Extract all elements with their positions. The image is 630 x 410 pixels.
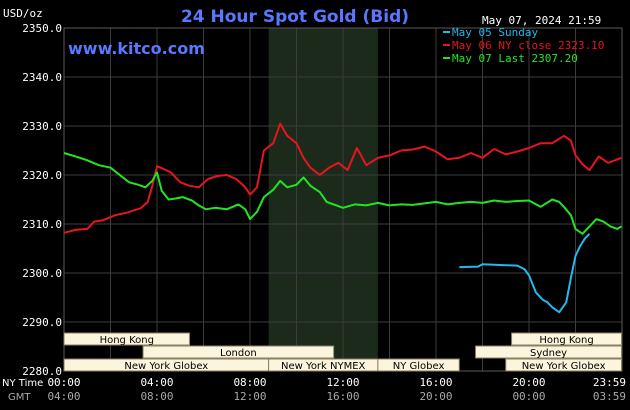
market-label: New York Globex (124, 361, 208, 372)
x-tick-ny: 12:00 (326, 376, 359, 389)
series-line-3 (63, 152, 623, 235)
legend-label: May 06 NY close 2323.10 (452, 39, 604, 52)
y-tick-label: 2330.0 (22, 120, 62, 133)
watermark-link[interactable]: www.kitco.com (68, 39, 205, 58)
y-tick-label: 2300.0 (22, 267, 62, 280)
series-line-1 (459, 233, 591, 314)
market-bar (377, 358, 460, 372)
x-tick-gmt: 00:00 (512, 390, 545, 403)
market-bar (505, 358, 623, 372)
x-tick-ny: 20:00 (512, 376, 545, 389)
y-tick-label: 2310.0 (22, 218, 62, 231)
x-tick-ny: 16:00 (419, 376, 452, 389)
price-series (63, 122, 623, 314)
market-bar (511, 332, 623, 346)
market-label: Sydney (530, 348, 567, 359)
market-session-bars: Hong Kong Hong Kong London Sydney New York G… (63, 332, 623, 372)
y-tick-label: 2340.0 (22, 71, 62, 84)
market-label: Hong Kong (100, 335, 154, 346)
x-tick-ny: 08:00 (233, 376, 266, 389)
series-line-2 (63, 122, 622, 234)
ny-time-label: NY Time (2, 378, 43, 389)
market-label: London (220, 348, 257, 359)
y-tick-label: 2290.0 (22, 316, 62, 329)
market-bar (475, 345, 623, 359)
market-bar (63, 332, 191, 346)
gmt-label: GMT (8, 392, 31, 403)
chart-date: May 07, 2024 21:59 (482, 14, 601, 27)
nymex-session-band (268, 28, 378, 371)
legend-label: May 07 Last 2307.20 (452, 52, 578, 65)
x-tick-gmt: 03:59 (593, 390, 626, 403)
x-tick-gmt: 16:00 (326, 390, 359, 403)
y-tick-label: 2280.0 (22, 365, 62, 378)
market-label: New York Globex (522, 361, 606, 372)
x-tick-gmt: 04:00 (47, 390, 80, 403)
unit-label: USD/oz (3, 7, 43, 20)
market-bar (142, 345, 335, 359)
x-tick-gmt: 20:00 (419, 390, 452, 403)
legend-label: May 05 Sunday (452, 26, 538, 39)
market-label: New York NYMEX (281, 361, 366, 372)
x-tick-ny: 04:00 (140, 376, 173, 389)
x-tick-gmt: 08:00 (140, 390, 173, 403)
x-tick-gmt: 12:00 (233, 390, 266, 403)
x-axis-time-labels: NY TimeGMT00:0004:0004:0008:0008:0012:00… (2, 376, 626, 403)
market-label: Hong Kong (539, 335, 593, 346)
y-tick-label: 2320.0 (22, 169, 62, 182)
chart-title: 24 Hour Spot Gold (Bid) (181, 7, 409, 27)
x-tick-ny: 23:59 (593, 376, 626, 389)
y-tick-label: 2350.0 (22, 22, 62, 35)
y-axis-ticks: 2280.0 2290.0 2300.0 2310.0 2320.0 2330.0 2340… (22, 22, 62, 378)
market-label: NY Globex (393, 361, 445, 372)
x-tick-ny: 00:00 (47, 376, 80, 389)
